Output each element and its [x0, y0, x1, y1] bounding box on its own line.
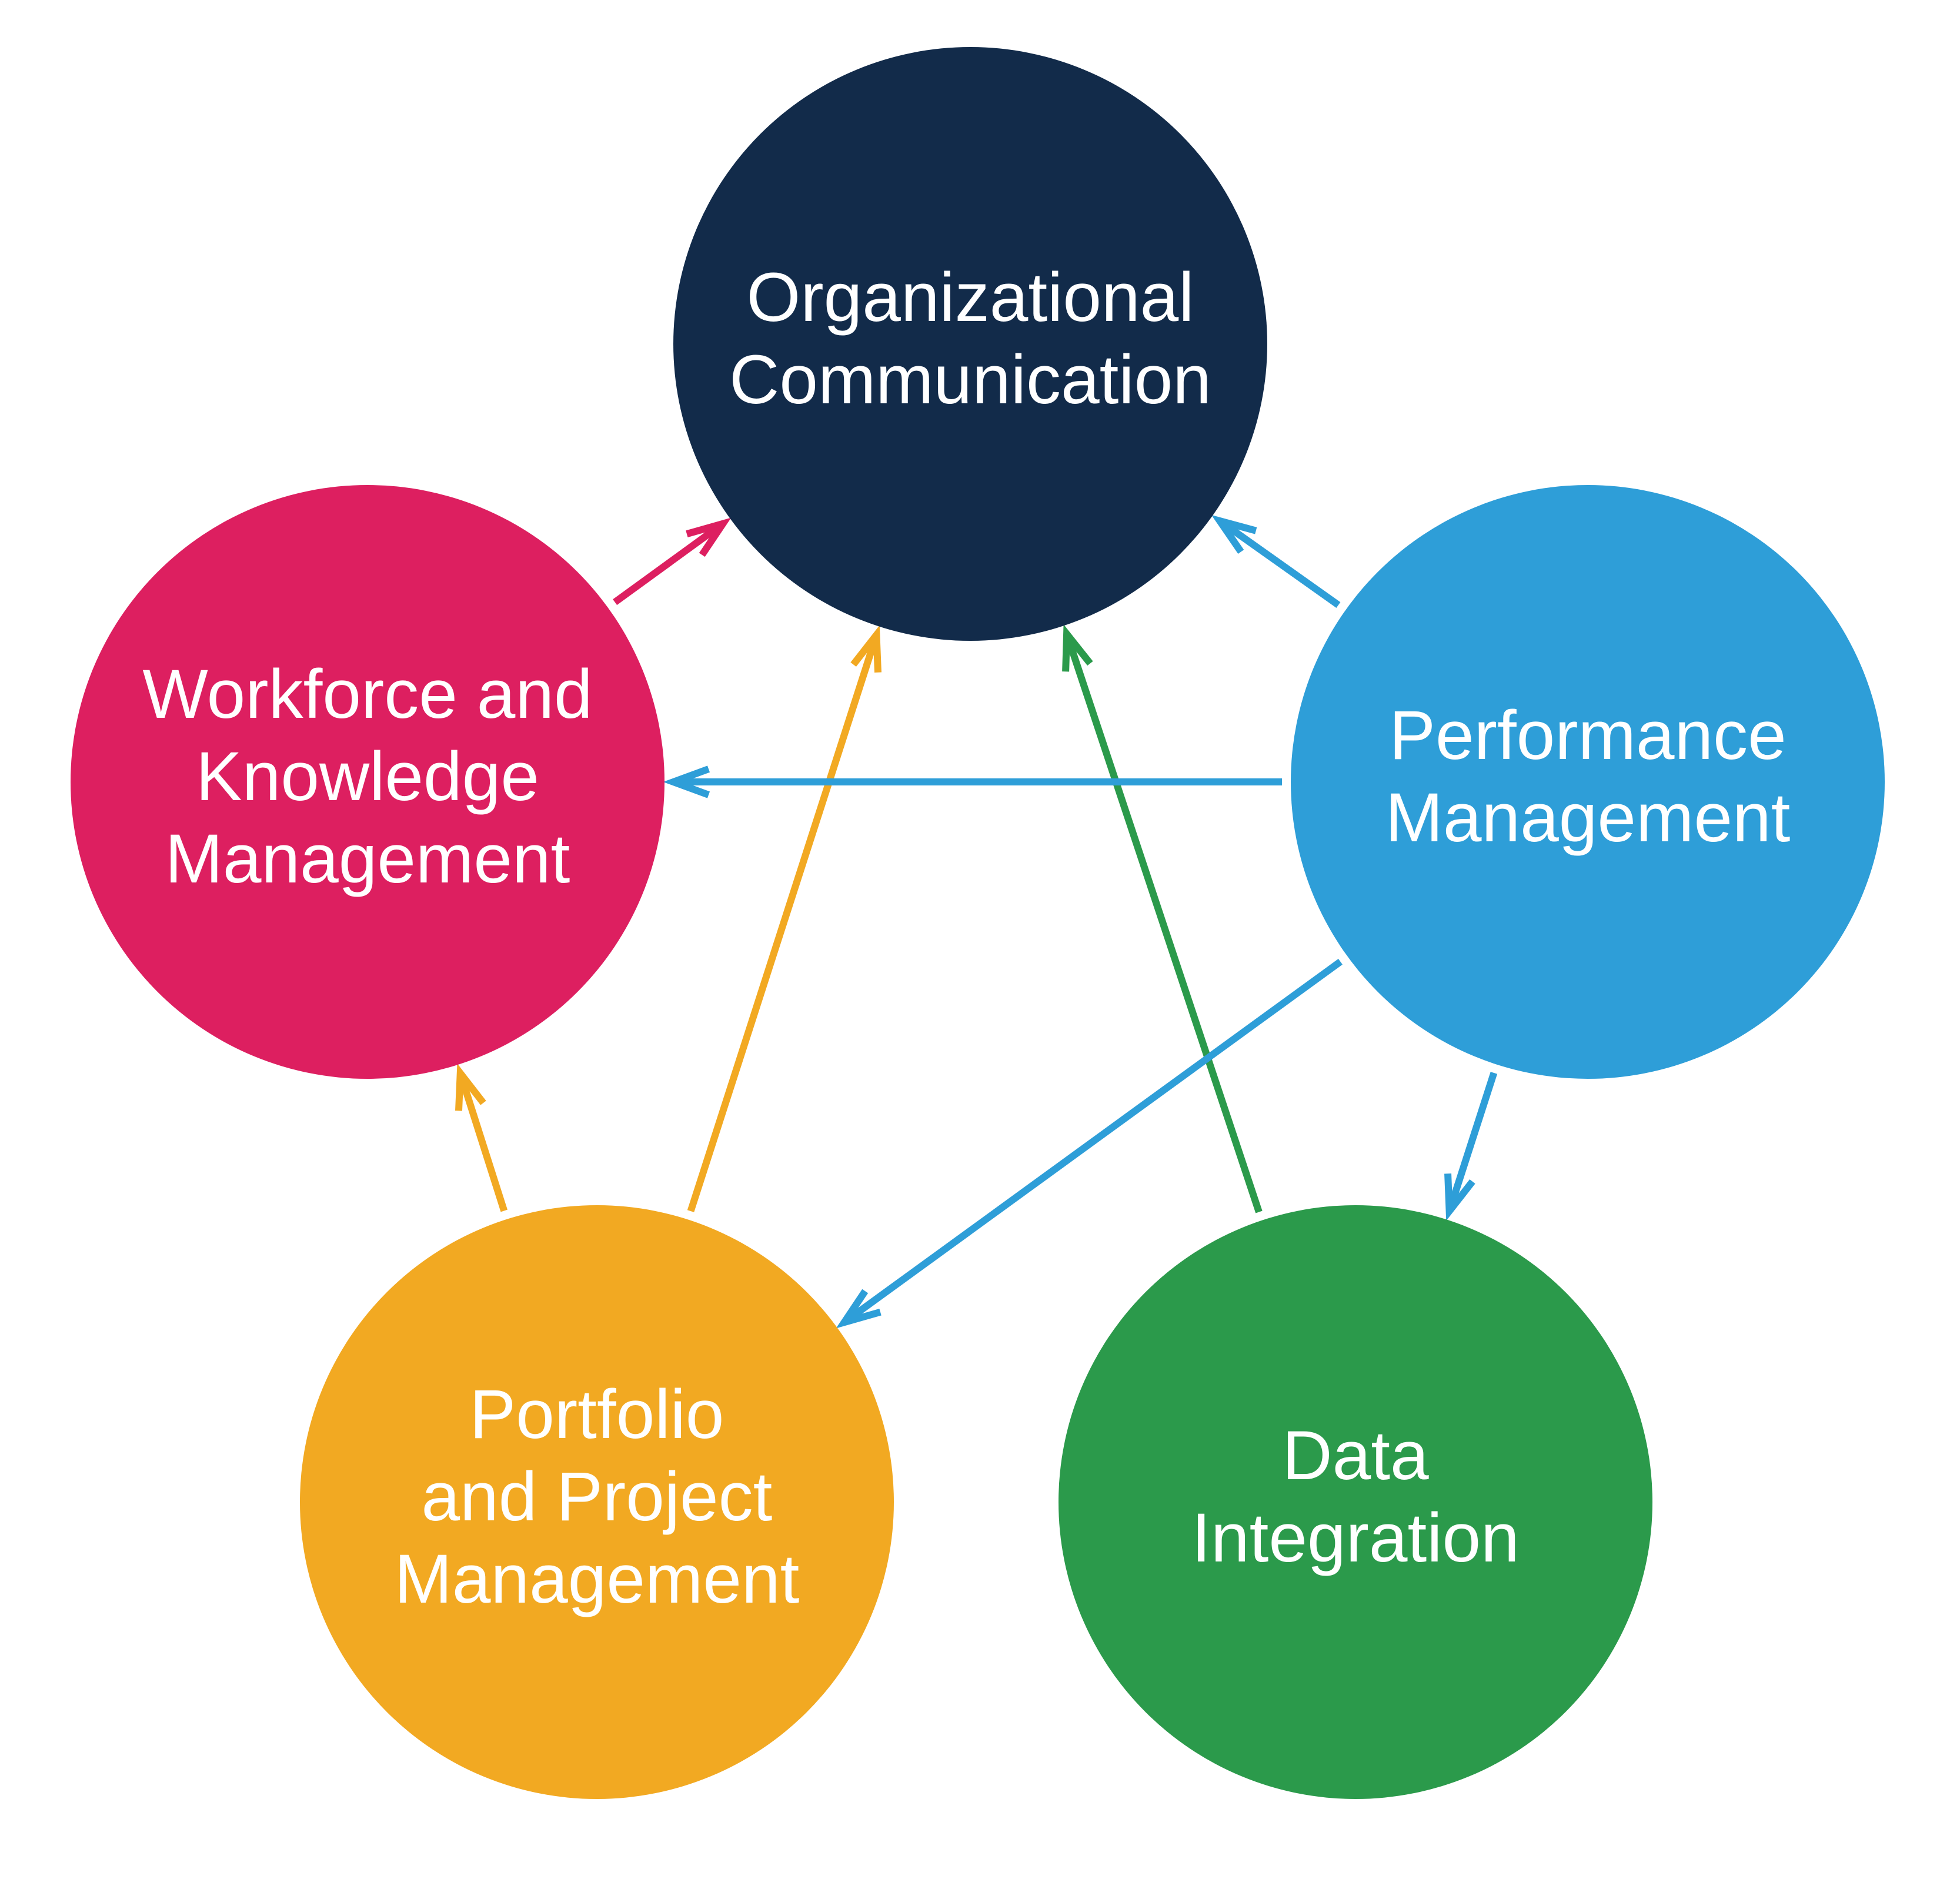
- node-org-comm: OrganizationalCommunication: [673, 47, 1267, 641]
- node-label-line: Management: [395, 1540, 800, 1618]
- node-label-workforce: Workforce andKnowledgeManagement: [142, 656, 592, 898]
- edge-data-int-to-org-comm: [1067, 636, 1259, 1212]
- edge-performance-to-data-int: [1450, 1073, 1494, 1209]
- node-performance: PerformanceManagement: [1291, 485, 1885, 1079]
- node-label-line: Portfolio: [470, 1376, 724, 1453]
- node-label-line: Management: [165, 820, 570, 898]
- network-diagram: OrganizationalCommunication Workforce and…: [0, 0, 1960, 1896]
- node-workforce: Workforce andKnowledgeManagement: [71, 485, 665, 1079]
- edge-portfolio-to-org-comm: [691, 637, 876, 1211]
- node-label-line: Management: [1385, 779, 1791, 857]
- node-data-int: DataIntegration: [1059, 1205, 1652, 1799]
- node-label-line: Integration: [1191, 1499, 1520, 1577]
- node-label-line: Organizational: [747, 259, 1194, 336]
- edge-portfolio-to-workforce: [461, 1075, 504, 1211]
- edge-performance-to-org-comm: [1221, 522, 1338, 605]
- nodes-layer: OrganizationalCommunication Workforce and…: [71, 47, 1885, 1799]
- node-label-line: and Project: [422, 1458, 773, 1536]
- node-label-line: Workforce and: [142, 656, 592, 733]
- node-label-line: Knowledge: [196, 738, 539, 815]
- node-label-line: Communication: [729, 341, 1211, 419]
- node-portfolio: Portfolioand ProjectManagement: [300, 1205, 894, 1799]
- edge-workforce-to-org-comm: [615, 525, 722, 602]
- node-label-line: Data: [1282, 1417, 1429, 1494]
- node-label-line: Performance: [1389, 697, 1787, 774]
